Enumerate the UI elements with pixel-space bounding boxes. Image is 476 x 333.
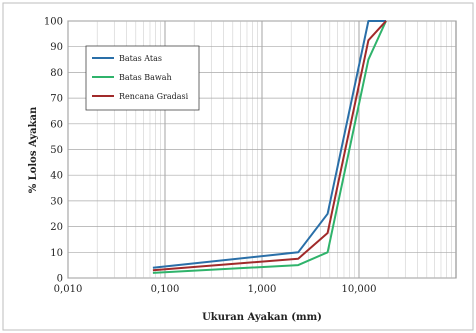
y-tick-label: 60 (50, 119, 63, 130)
series-line-batas-bawah (152, 20, 387, 274)
legend-label-batas-bawah: Batas Bawah (119, 73, 172, 82)
legend-label-rencana-gradasi: Rencana Gradasi (119, 92, 189, 101)
y-tick-label: 10 (50, 248, 63, 259)
legend-label-batas-atas: Batas Atas (119, 54, 162, 63)
series-layer (152, 20, 387, 274)
x-tick-label: 10,000 (342, 284, 377, 295)
tick-label-layer: 0 10 20 30 40 50 60 70 80 90 100 0,010 0,100 1,000 10,… (44, 17, 377, 296)
chart-legend: Batas Atas Batas Bawah Rencana Gradasi (85, 45, 200, 111)
y-tick-label: 80 (50, 68, 63, 79)
y-tick-label: 20 (50, 222, 63, 233)
x-axis-title: Ukuran Ayakan (mm) (202, 312, 322, 323)
y-tick-label: 30 (50, 196, 63, 207)
y-tick-label: 0 (57, 274, 63, 285)
x-tick-label: 1,000 (248, 284, 277, 295)
series-line-batas-atas (152, 20, 386, 269)
x-tick-label: 0,100 (151, 284, 180, 295)
y-tick-label: 70 (50, 94, 63, 105)
y-tick-label: 90 (50, 42, 63, 53)
y-tick-label: 40 (50, 171, 63, 182)
y-tick-label: 100 (44, 17, 63, 28)
y-axis-title: % Lolos Ayakan (28, 106, 39, 193)
y-tick-label: 50 (50, 145, 63, 156)
series-line-rencana-gradasi (152, 20, 387, 272)
x-tick-label: 0,010 (54, 284, 83, 295)
